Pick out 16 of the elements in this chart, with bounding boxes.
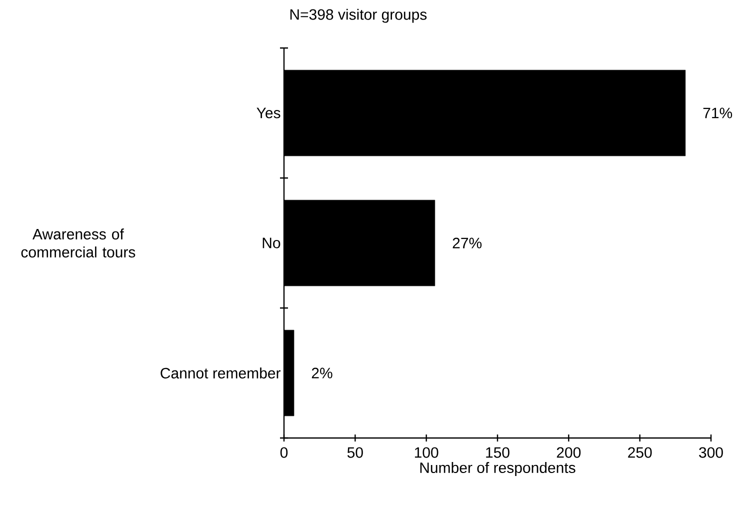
x-tick-label: 0: [280, 447, 288, 458]
x-tick-label: 250: [628, 447, 652, 458]
y-tick-label: Yes: [256, 108, 280, 118]
x-axis-title: Number of respondents: [420, 462, 576, 476]
x-tick-label: 200: [556, 447, 581, 458]
annotation: 2%: [312, 368, 332, 378]
annotation: 71%: [703, 108, 732, 118]
annotation: 27%: [452, 238, 482, 248]
chart-title: N=398 visitor groups: [290, 8, 427, 23]
y-axis-title: Awareness of commercial tours: [21, 228, 136, 258]
y-tick-label: Cannot remember: [160, 367, 281, 378]
y-tick-label: No: [262, 238, 280, 248]
x-tick-label: 150: [486, 447, 510, 458]
x-tick-label: 50: [347, 447, 363, 458]
x-tick-label: 300: [699, 447, 723, 458]
x-tick-label: 100: [414, 447, 438, 458]
